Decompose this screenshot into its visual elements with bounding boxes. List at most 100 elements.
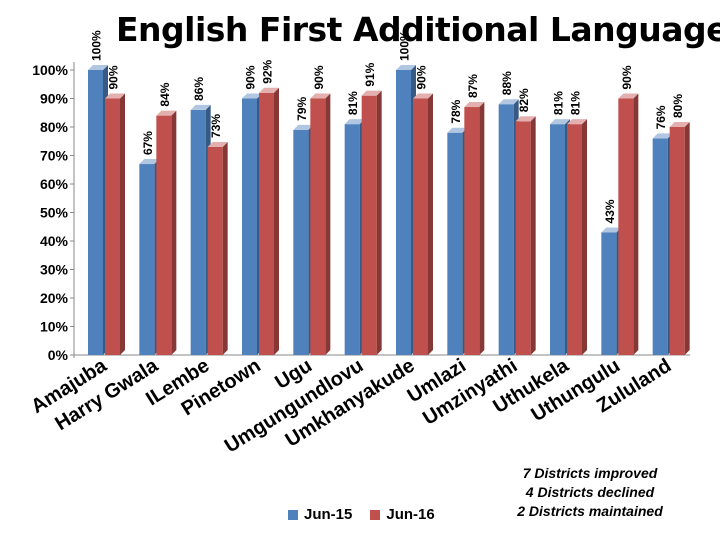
bar-jun16 — [515, 121, 531, 355]
bar-jun16 — [669, 127, 685, 355]
legend-label-jun15: Jun-15 — [304, 506, 353, 523]
legend-label-jun16: Jun-16 — [386, 506, 435, 523]
data-label-jun16: 90% — [107, 65, 121, 89]
bar-top-jun15 — [550, 119, 570, 125]
bar-jun15 — [652, 138, 668, 355]
data-label-jun15: 67% — [141, 131, 155, 155]
bar-jun16 — [567, 124, 582, 356]
y-tick-label: 70% — [40, 148, 69, 164]
bar-side-jun16 — [376, 90, 382, 356]
y-tick-label: 40% — [40, 233, 69, 249]
bar-top-jun16 — [413, 93, 433, 99]
y-tick-label: 50% — [40, 205, 69, 221]
bar-top-jun16 — [105, 93, 125, 99]
bar-side-jun16 — [274, 87, 279, 356]
y-tick-label: 60% — [40, 176, 69, 192]
bar-side-jun16 — [582, 119, 587, 356]
bar-side-jun16 — [120, 93, 125, 355]
data-label-jun16: 80% — [671, 94, 685, 118]
bar-jun16 — [413, 98, 428, 355]
data-label-jun15: 88% — [500, 71, 514, 95]
bar-side-jun16 — [222, 141, 228, 355]
bar-top-jun15 — [88, 65, 108, 70]
y-tick-label: 10% — [40, 319, 69, 335]
bar-jun16 — [259, 92, 274, 356]
legend-item-jun15: Jun-15 — [288, 506, 352, 523]
summary-improved: 7 Districts improved — [522, 465, 658, 481]
chart-legend: Jun-15 Jun-16 — [288, 506, 447, 523]
bar-side-jun16 — [171, 110, 177, 355]
data-label-jun16: 87% — [466, 74, 480, 98]
data-label-jun15: 81% — [346, 91, 360, 115]
bar-jun15 — [396, 70, 411, 355]
legend-swatch-jun16 — [370, 509, 381, 520]
y-tick-label: 90% — [40, 91, 69, 107]
bar-top-jun16 — [464, 102, 485, 108]
bar-side-jun16 — [633, 93, 639, 355]
bar-top-jun16 — [669, 122, 690, 127]
bar-jun15 — [601, 232, 617, 355]
data-label-jun16: 90% — [620, 65, 634, 89]
bar-top-jun15 — [601, 227, 622, 233]
bar-top-jun16 — [361, 90, 382, 96]
bar-top-jun16 — [310, 93, 331, 99]
bar-top-jun15 — [190, 104, 211, 110]
bar-top-jun16 — [567, 119, 587, 125]
data-label-jun15: 43% — [603, 199, 617, 223]
legend-item-jun16: Jun-16 — [370, 506, 435, 523]
bar-jun16 — [361, 95, 377, 356]
y-tick-label: 80% — [40, 119, 69, 135]
bar-jun15 — [550, 124, 565, 356]
data-label-jun16: 91% — [363, 62, 377, 86]
data-label-jun15: 79% — [295, 97, 309, 121]
y-tick-label: 30% — [40, 262, 69, 278]
bar-jun16 — [310, 98, 326, 355]
bar-top-jun16 — [515, 116, 536, 122]
bar-top-jun15 — [242, 93, 262, 99]
bar-top-jun16 — [259, 87, 279, 93]
y-tick-label: 100% — [32, 62, 68, 78]
bar-top-jun16 — [156, 110, 177, 116]
data-label-jun15: 100% — [90, 30, 104, 61]
data-label-jun15: 100% — [398, 30, 412, 61]
bar-jun15 — [293, 129, 309, 355]
bar-side-jun16 — [684, 122, 690, 355]
bar-top-jun15 — [396, 65, 416, 70]
bar-side-jun16 — [479, 102, 485, 355]
bar-top-jun15 — [293, 124, 314, 130]
data-label-jun16: 92% — [261, 59, 275, 83]
bar-jun16 — [464, 107, 480, 355]
data-label-jun16: 82% — [517, 88, 531, 112]
data-label-jun16: 73% — [209, 114, 223, 138]
bar-top-jun15 — [652, 133, 673, 139]
data-label-jun15: 76% — [654, 105, 668, 129]
bar-top-jun16 — [618, 93, 639, 99]
y-tick-label: 20% — [40, 290, 69, 306]
data-label-jun16: 81% — [569, 91, 583, 115]
data-label-jun15: 78% — [449, 99, 463, 123]
bar-side-jun16 — [530, 116, 536, 355]
summary-note: 7 Districts improved 4 Districts decline… — [500, 464, 680, 521]
summary-maintained: 2 Districts maintained — [517, 503, 663, 519]
bar-jun15 — [447, 132, 463, 355]
bar-top-jun15 — [344, 119, 365, 125]
bar-jun16 — [105, 98, 120, 355]
bar-side-jun16 — [325, 93, 331, 355]
bar-jun15 — [242, 98, 257, 355]
summary-declined: 4 Districts declined — [525, 484, 655, 500]
bar-jun16 — [207, 146, 223, 355]
data-label-jun15: 86% — [192, 77, 206, 101]
bar-top-jun15 — [498, 99, 519, 105]
data-label-jun16: 84% — [158, 82, 172, 106]
data-label-jun15: 90% — [244, 65, 258, 89]
y-tick-label: 0% — [48, 347, 69, 363]
bar-top-jun15 — [447, 127, 468, 133]
bar-jun16 — [156, 115, 172, 355]
data-label-jun16: 90% — [415, 65, 429, 89]
bar-jun15 — [88, 70, 103, 355]
data-label-jun15: 81% — [552, 91, 566, 115]
bar-jun15 — [498, 104, 514, 355]
bar-jun15 — [139, 164, 155, 355]
bar-jun15 — [190, 109, 206, 356]
